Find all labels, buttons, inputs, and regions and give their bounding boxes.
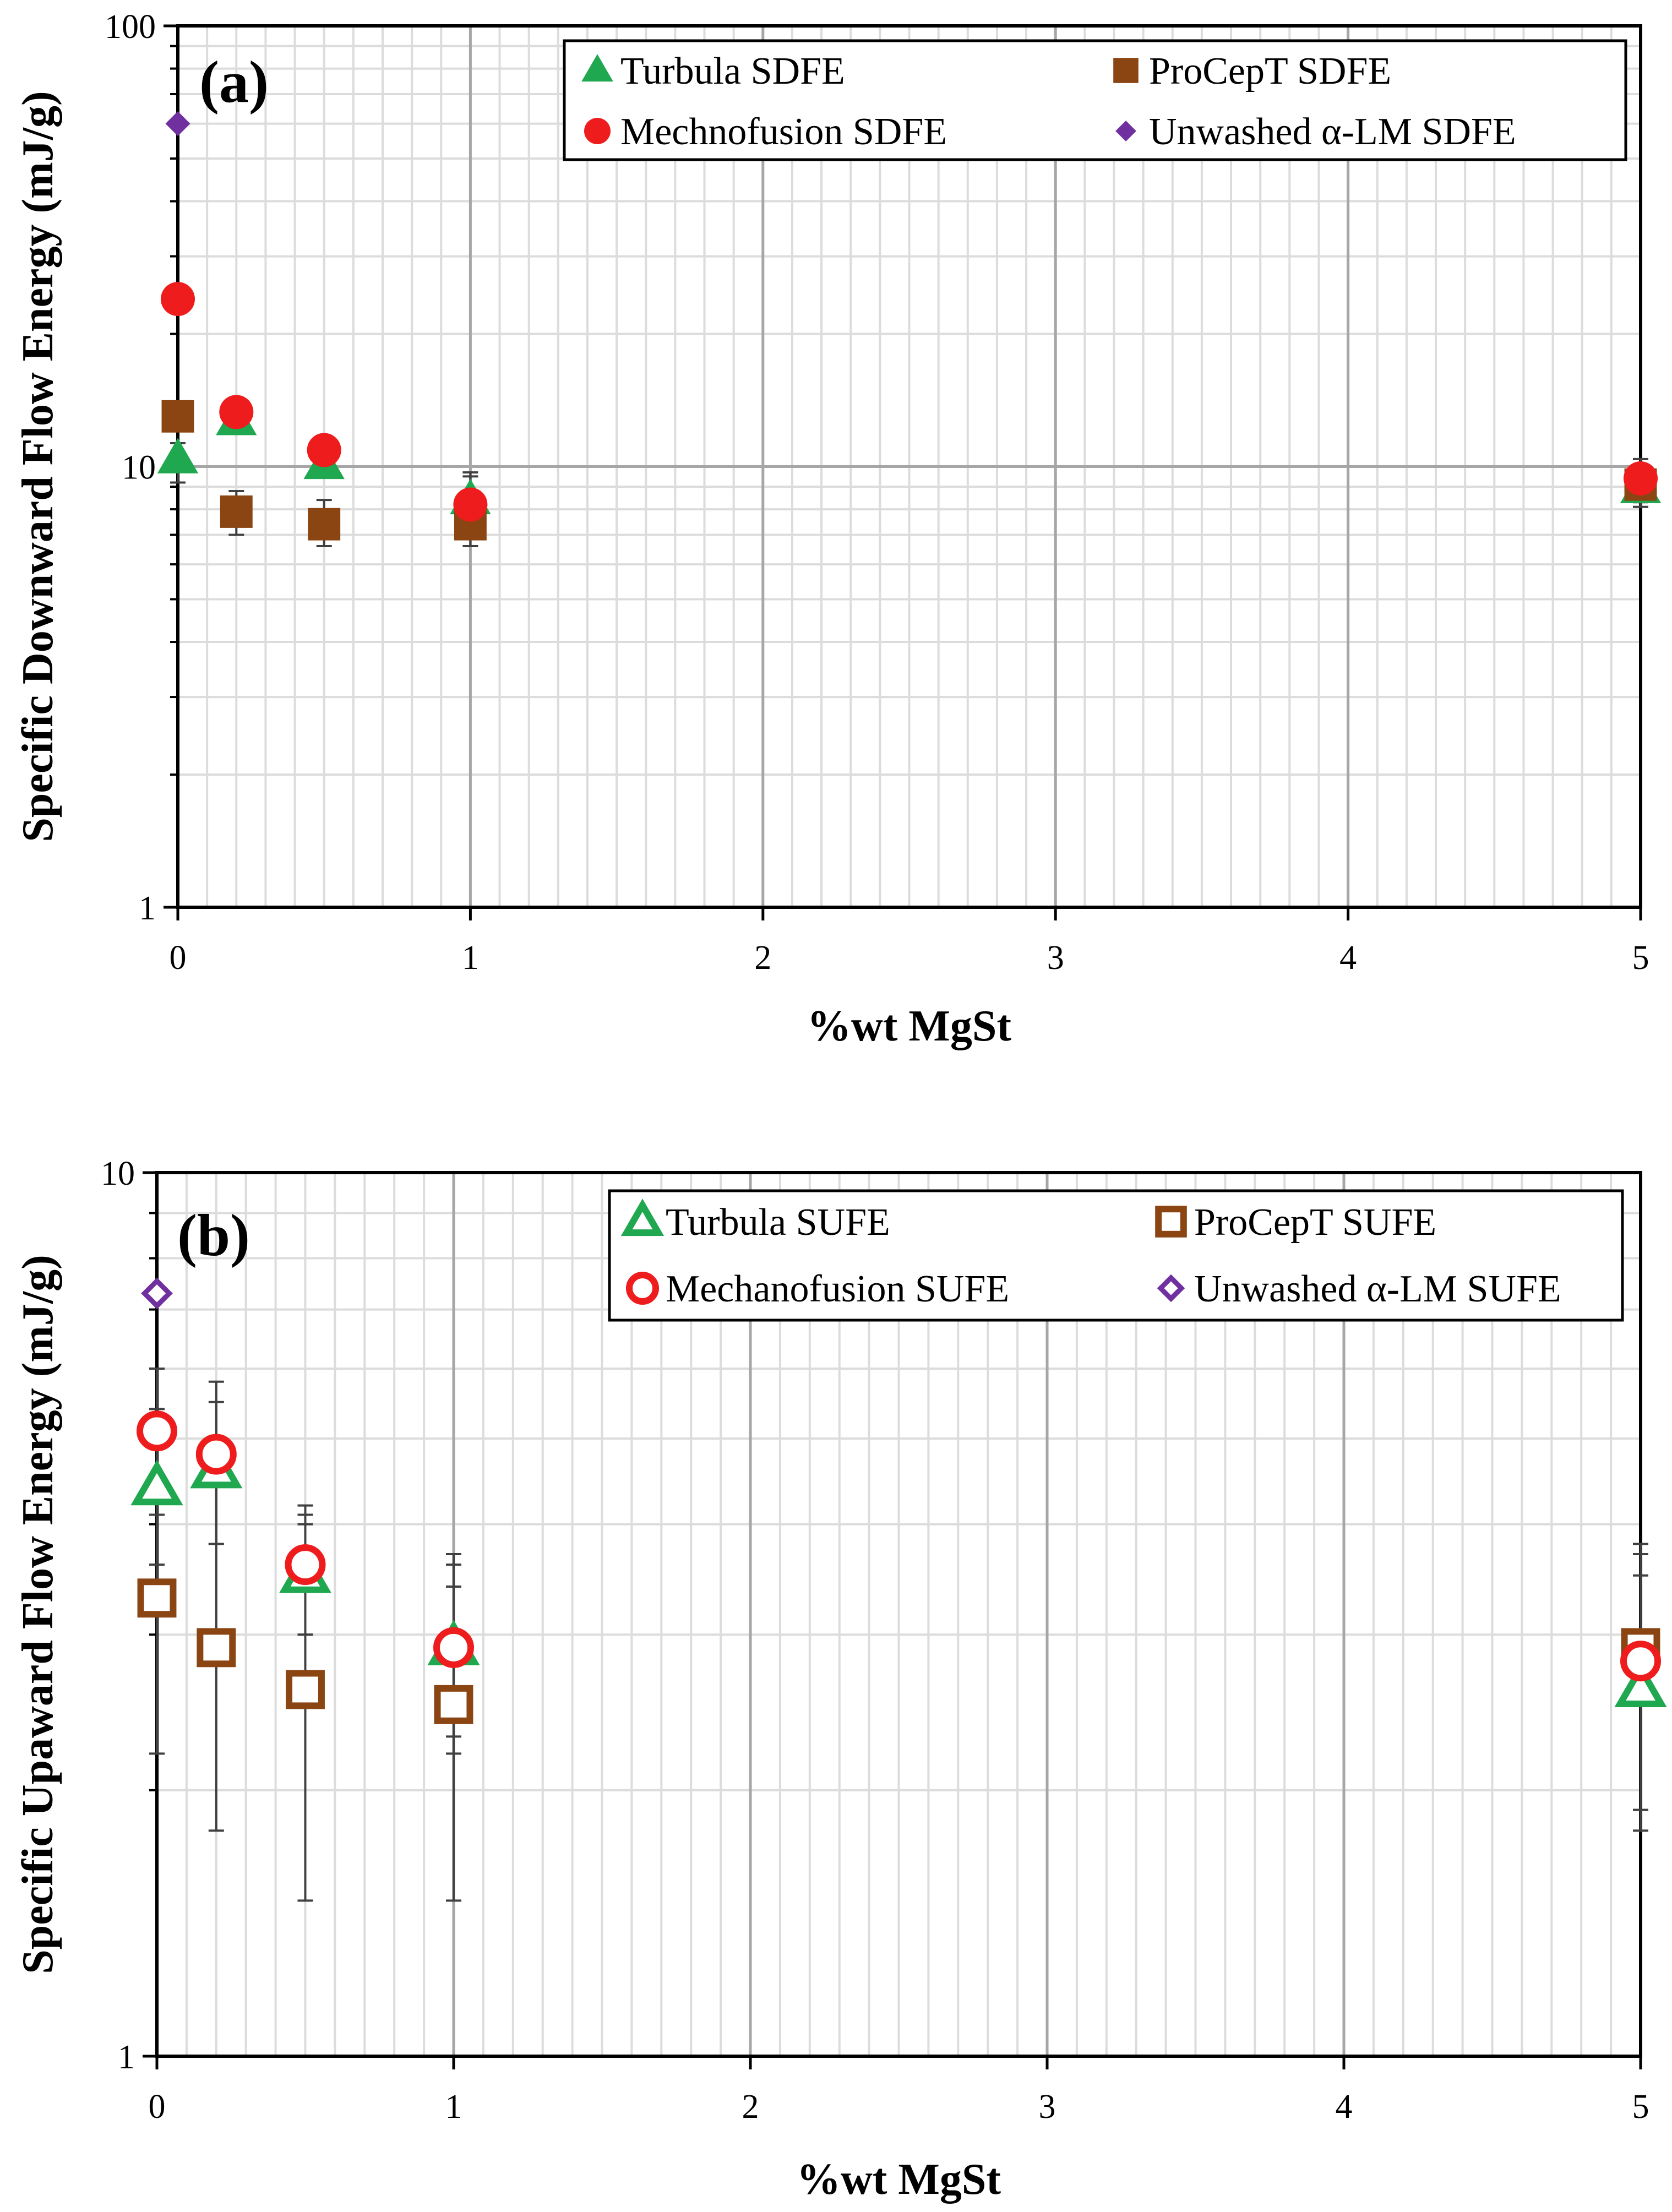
x-tick-label: 3 (1047, 939, 1064, 977)
data-point-square (434, 1685, 473, 1724)
x-tick-label: 2 (742, 2088, 759, 2126)
data-point-circle (1620, 1641, 1661, 1682)
x-tick-label: 4 (1336, 2088, 1353, 2126)
data-point-triangle (130, 1459, 183, 1506)
legend-label: Unwashed α-LM SUFE (1194, 1268, 1561, 1310)
y-axis-title: Specific Downward Flow Energy (mJ/g) (14, 91, 62, 842)
y-tick-label: 1 (139, 890, 156, 927)
data-point-circle (307, 433, 341, 467)
x-tick-label: 3 (1039, 2088, 1056, 2126)
data-point-triangle (1614, 1661, 1667, 1708)
x-tick-label: 5 (1632, 2088, 1649, 2126)
x-axis-title: %wt MgSt (797, 2155, 1001, 2204)
x-tick-label: 4 (1339, 939, 1357, 977)
legend-label: ProCepT SUFE (1194, 1201, 1436, 1244)
y-axis-title: Specific Upaward Flow Energy (mJ/g) (14, 1255, 62, 1974)
series-markers-diamond (141, 1277, 173, 1310)
legend-box (608, 1189, 1624, 1322)
legend-marker-triangle (620, 1198, 665, 1236)
data-point-square (308, 508, 341, 541)
data-point-square (137, 1578, 177, 1618)
panel-label: (b) (177, 1203, 250, 1268)
x-tick-label: 5 (1632, 939, 1649, 977)
x-tick-label: 0 (170, 939, 187, 977)
data-point-circle (195, 1434, 237, 1475)
data-point-circle (219, 395, 254, 429)
series-markers-circle (161, 282, 1658, 522)
data-point-circle (137, 1410, 177, 1452)
legend-box (563, 39, 1627, 161)
legend-marker-diamond (1115, 121, 1136, 141)
legend-item: Turbula SDFE (581, 50, 845, 92)
data-point-square (220, 495, 253, 528)
data-point-circle (161, 282, 195, 317)
x-tick-label: 1 (462, 939, 479, 977)
data-series-group (130, 1277, 1667, 1902)
legend-label: Unwashed α-LM SDFE (1149, 111, 1516, 153)
data-point-circle (285, 1544, 326, 1586)
legend-marker-triangle (581, 54, 613, 82)
legend-item: ProCepT SUFE (1155, 1201, 1436, 1244)
y-tick-label: 10 (101, 1155, 135, 1192)
data-point-circle (433, 1627, 474, 1668)
legend: Turbula SUFE ProCepT SUFE Mechanofusion SU… (608, 1189, 1624, 1322)
data-point-diamond (141, 1277, 173, 1310)
panel-label: (a) (199, 50, 269, 115)
data-series-group (157, 111, 1662, 547)
legend-item: Unwashed α-LM SUFE (1157, 1268, 1561, 1310)
legend-marker-square (1155, 1206, 1187, 1238)
series-markers-circle (137, 1410, 1661, 1682)
legend-item: Unwashed α-LM SDFE (1115, 111, 1516, 153)
legend-label: Turbula SUFE (666, 1201, 890, 1244)
legend: Turbula SDFE ProCepT SDFE Mechnofusion SDF… (563, 39, 1627, 161)
legend-marker-square (1113, 58, 1139, 83)
legend-label: Turbula SDFE (620, 50, 845, 92)
data-point-diamond (165, 111, 190, 137)
legend-item: Mechanofusion SUFE (626, 1268, 1009, 1310)
data-point-triangle (157, 438, 199, 473)
legend-label: Mechnofusion SDFE (620, 111, 947, 153)
legend-item: ProCepT SDFE (1113, 50, 1391, 92)
legend-marker-circle (626, 1272, 659, 1305)
data-point-circle (453, 487, 488, 522)
data-point-square (197, 1628, 236, 1668)
legend-item: Turbula SUFE (620, 1198, 890, 1244)
series-markers-diamond (165, 111, 190, 137)
legend-item: Mechnofusion SDFE (584, 111, 947, 153)
y-tick-label: 1 (118, 2039, 135, 2076)
data-point-circle (1624, 461, 1658, 496)
legend-marker-circle (584, 118, 611, 144)
x-axis-title: %wt MgSt (807, 1002, 1011, 1050)
gridlines (176, 24, 1642, 909)
x-tick-label: 1 (445, 2088, 462, 2126)
x-tick-label: 2 (754, 939, 771, 977)
legend-label: ProCepT SDFE (1149, 50, 1391, 92)
y-tick-label: 100 (105, 8, 156, 46)
x-tick-label: 0 (149, 2088, 166, 2126)
legend-marker-diamond (1157, 1274, 1185, 1303)
legend-label: Mechanofusion SUFE (666, 1268, 1009, 1310)
data-point-square (161, 400, 194, 433)
y-tick-label: 10 (122, 449, 156, 487)
data-point-square (286, 1670, 325, 1709)
